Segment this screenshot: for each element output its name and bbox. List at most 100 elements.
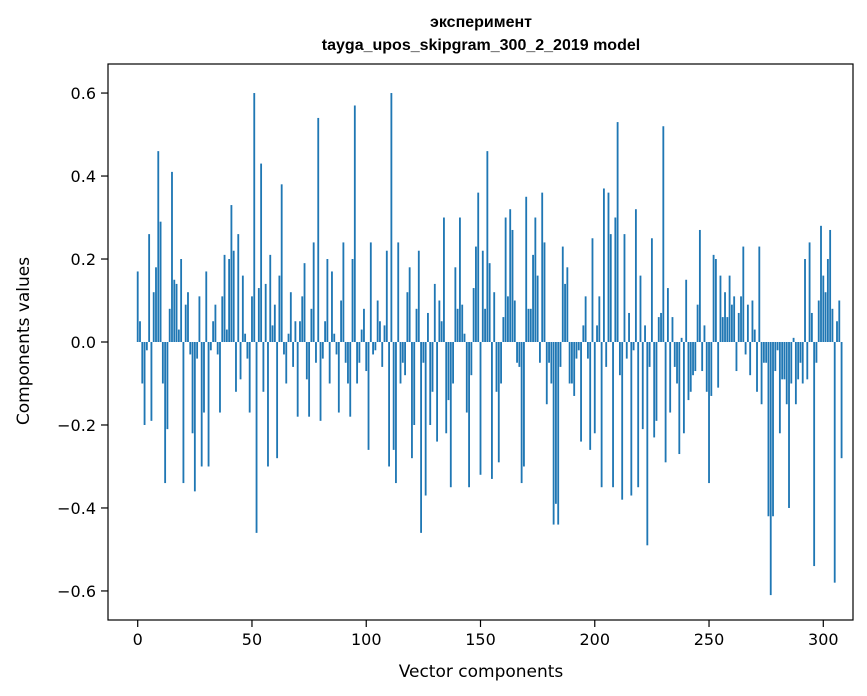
bar [299, 321, 301, 342]
bar [209, 342, 212, 351]
bar [710, 342, 713, 396]
bar [577, 342, 580, 351]
bar [625, 342, 628, 359]
bar [427, 312, 429, 342]
bar [714, 259, 717, 342]
bar [383, 325, 386, 342]
bar [267, 342, 269, 467]
bar [495, 342, 498, 392]
bar [746, 304, 749, 342]
bar [347, 342, 349, 384]
bar [616, 122, 619, 342]
bar [493, 292, 496, 342]
bar [664, 342, 667, 463]
bar [730, 304, 733, 342]
bar [269, 254, 272, 342]
bar [401, 342, 404, 363]
bar [239, 342, 242, 380]
bar [765, 342, 768, 363]
bar [429, 342, 432, 425]
bar [301, 296, 304, 342]
bar [216, 342, 219, 355]
bar [685, 279, 688, 342]
bar [180, 259, 183, 342]
bar [141, 342, 144, 384]
bar [326, 259, 329, 342]
bar [561, 246, 564, 342]
bar [724, 292, 726, 342]
bar [712, 254, 715, 342]
bar [207, 342, 210, 467]
bar [717, 342, 720, 388]
bar [557, 342, 560, 525]
bar [742, 246, 745, 342]
bar [628, 312, 630, 342]
bar [817, 300, 820, 342]
bar [621, 342, 624, 500]
bar [491, 342, 493, 479]
bar [392, 342, 395, 450]
bar [228, 259, 231, 342]
bar [799, 342, 802, 363]
bar [420, 342, 422, 533]
bar [264, 283, 267, 342]
bar [139, 321, 141, 342]
bar [193, 342, 196, 492]
bar [511, 229, 514, 342]
bar [152, 292, 155, 342]
bar [356, 342, 359, 384]
bar [666, 288, 669, 342]
bar [321, 342, 324, 359]
bar [449, 342, 452, 488]
bar [145, 342, 148, 351]
bar [527, 308, 530, 342]
bar [605, 342, 608, 367]
bar [650, 238, 653, 342]
bar [161, 342, 164, 384]
bar [682, 342, 685, 434]
bar [255, 342, 258, 533]
bar [689, 342, 692, 392]
bar [719, 275, 722, 342]
x-tick-label: 150 [465, 630, 496, 649]
bar [810, 312, 813, 342]
bar [379, 321, 381, 342]
bar [436, 342, 438, 442]
bar [838, 300, 841, 342]
bar [733, 296, 736, 342]
bar [319, 342, 322, 421]
plot-frame [107, 63, 854, 621]
bar [440, 321, 443, 342]
bar [639, 275, 642, 342]
bar [312, 242, 315, 342]
bar [308, 342, 311, 417]
bar [443, 217, 445, 342]
bar [797, 342, 800, 380]
bar [472, 288, 475, 342]
y-tick-label: 0.0 [71, 333, 96, 352]
bar [573, 342, 576, 396]
bar [166, 342, 169, 430]
bar [671, 317, 674, 342]
chart-title-line-2: tayga_upos_skipgram_300_2_2019 model [322, 37, 640, 54]
bar [173, 279, 176, 342]
bar [342, 242, 345, 342]
bar [518, 342, 521, 367]
y-tick-label: 0.4 [71, 167, 96, 186]
bar [539, 342, 541, 363]
bar [609, 234, 612, 342]
bar [806, 342, 809, 380]
bar [381, 342, 384, 367]
bar [369, 242, 372, 342]
x-tick-label: 0 [133, 630, 143, 649]
bar [676, 342, 678, 384]
bar [552, 342, 555, 525]
bar [655, 342, 658, 421]
bar [479, 342, 482, 475]
bar [646, 342, 649, 546]
bar [248, 342, 251, 413]
bar [225, 329, 228, 342]
bar [749, 342, 752, 376]
bar [641, 342, 644, 430]
bar [680, 337, 683, 342]
